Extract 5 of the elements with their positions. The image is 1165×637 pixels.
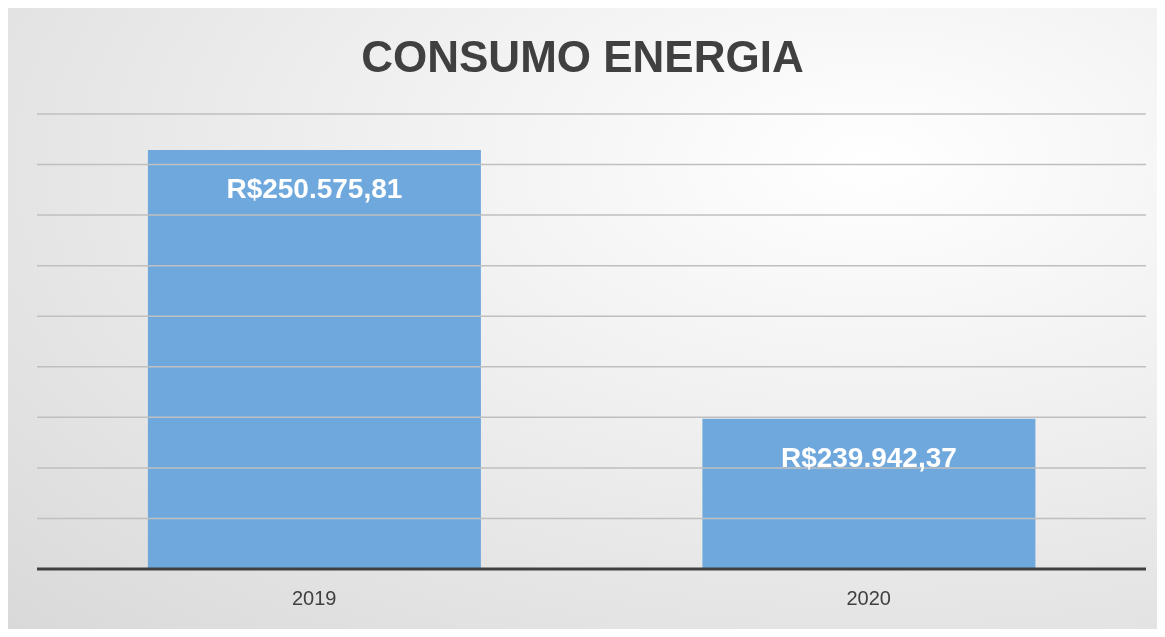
- data-label: R$239.942,37: [780, 441, 957, 473]
- x-tick-label: 2020: [846, 587, 891, 610]
- chart-title: CONSUMO ENERGIA: [360, 32, 805, 82]
- data-label: R$250.575,81: [226, 172, 403, 204]
- x-tick-label: 2019: [292, 587, 337, 610]
